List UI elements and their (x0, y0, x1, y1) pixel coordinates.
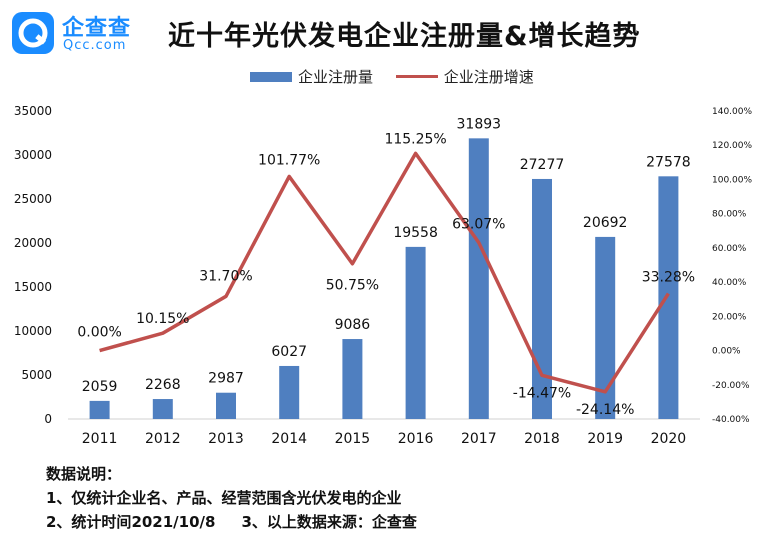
bar-value-label: 2987 (208, 371, 244, 387)
bar-value-label: 6027 (271, 344, 307, 360)
bar (89, 400, 110, 419)
bar-value-label: 9086 (335, 317, 371, 333)
line-value-label: -24.14% (576, 402, 634, 418)
notes-heading: 数据说明： (46, 465, 122, 483)
chart-legend: 企业注册量 企业注册增速 (250, 66, 534, 88)
notes-line-2b: 3、以上数据来源：企查查 (241, 513, 417, 531)
line-value-label: 31.70% (199, 268, 252, 284)
y-left-tick-label: 15000 (14, 280, 52, 294)
y-right-tick-label: 40.00% (712, 278, 747, 288)
y-left-tick-label: 20000 (14, 236, 52, 250)
legend-line-label: 企业注册增速 (443, 68, 534, 86)
y-right-tick-label: 80.00% (712, 210, 747, 220)
legend-line-swatch (395, 75, 438, 78)
y-right-tick-label: -40.00% (712, 415, 750, 425)
bar (216, 392, 236, 419)
bar-value-label: 27277 (520, 157, 565, 173)
bar (658, 176, 679, 419)
x-tick-label: 2018 (524, 431, 560, 447)
bar-value-label: 20692 (583, 215, 628, 231)
line-value-label: 115.25% (384, 131, 446, 147)
x-tick-label: 2019 (587, 431, 623, 447)
legend-bar-label: 企业注册量 (298, 68, 374, 86)
y-left-tick-label: 0 (44, 412, 52, 426)
y-right-tick-label: 120.00% (712, 141, 752, 151)
y-left-tick-label: 10000 (14, 324, 52, 338)
bar (152, 399, 173, 419)
combo-chart: 0 5000 10000 15000 20000 25000 30000 35000 -40.0… (14, 104, 753, 447)
brand-logo: 企查查 Qcc.com (12, 8, 162, 58)
line-value-label: 101.77% (258, 152, 320, 168)
x-tick-label: 2020 (651, 431, 687, 447)
growth-line (99, 151, 670, 394)
x-tick-label: 2012 (145, 431, 181, 447)
data-notes: 数据说明： 1、仅统计企业名、产品、经营范围含光伏发电的企业 2、统计时间202… (46, 462, 417, 534)
line-value-label: 33.28% (642, 270, 695, 286)
y-right-tick-label: 140.00% (712, 107, 752, 117)
bar (279, 365, 300, 419)
bar (468, 138, 489, 419)
brand-domain: Qcc.com (63, 38, 127, 53)
y-left-tick-label: 30000 (14, 148, 52, 162)
x-tick-label: 2015 (335, 431, 371, 447)
y-right-tick-label: 20.00% (712, 312, 747, 322)
legend-bar-swatch (250, 71, 292, 82)
bar-value-label: 31893 (457, 116, 502, 132)
line-value-label: 63.07% (452, 217, 505, 233)
line-value-label: -14.47% (513, 385, 571, 401)
qcc-logo-icon (12, 12, 54, 54)
bar (342, 339, 363, 419)
x-tick-label: 2017 (461, 431, 497, 447)
line-value-label: 10.15% (136, 311, 189, 327)
x-tick-label: 2016 (398, 431, 434, 447)
brand-name: 企查查 (62, 16, 132, 41)
bar (595, 236, 616, 419)
bar-value-label: 19558 (393, 225, 438, 241)
bar (532, 178, 552, 419)
x-tick-label: 2013 (208, 431, 244, 447)
y-right-tick-label: 100.00% (712, 175, 752, 185)
x-tick-label: 2014 (271, 431, 307, 447)
y-left-tick-label: 35000 (14, 104, 52, 118)
bar-value-label: 2059 (82, 379, 118, 395)
line-value-label: 0.00% (77, 325, 121, 341)
line-value-label: 50.75% (326, 278, 379, 294)
y-left-tick-label: 5000 (21, 368, 52, 382)
bar-value-label: 27578 (646, 154, 691, 170)
y-right-tick-label: -20.00% (712, 381, 750, 391)
y-right-tick-label: 0.00% (712, 347, 741, 357)
bar-value-label: 2268 (145, 377, 181, 393)
bar (405, 246, 426, 419)
y-right-tick-label: 60.00% (712, 244, 747, 254)
chart-title: 近十年光伏发电企业注册量&增长趋势 (168, 21, 641, 52)
x-tick-label: 2011 (82, 431, 118, 447)
notes-line-1: 1、仅统计企业名、产品、经营范围含光伏发电的企业 (46, 489, 402, 507)
notes-line-2a: 2、统计时间2021/10/8 (46, 513, 216, 531)
notes-line-2: 2、统计时间2021/10/8 3、以上数据来源：企查查 (46, 510, 417, 534)
y-left-tick-label: 25000 (14, 192, 52, 206)
